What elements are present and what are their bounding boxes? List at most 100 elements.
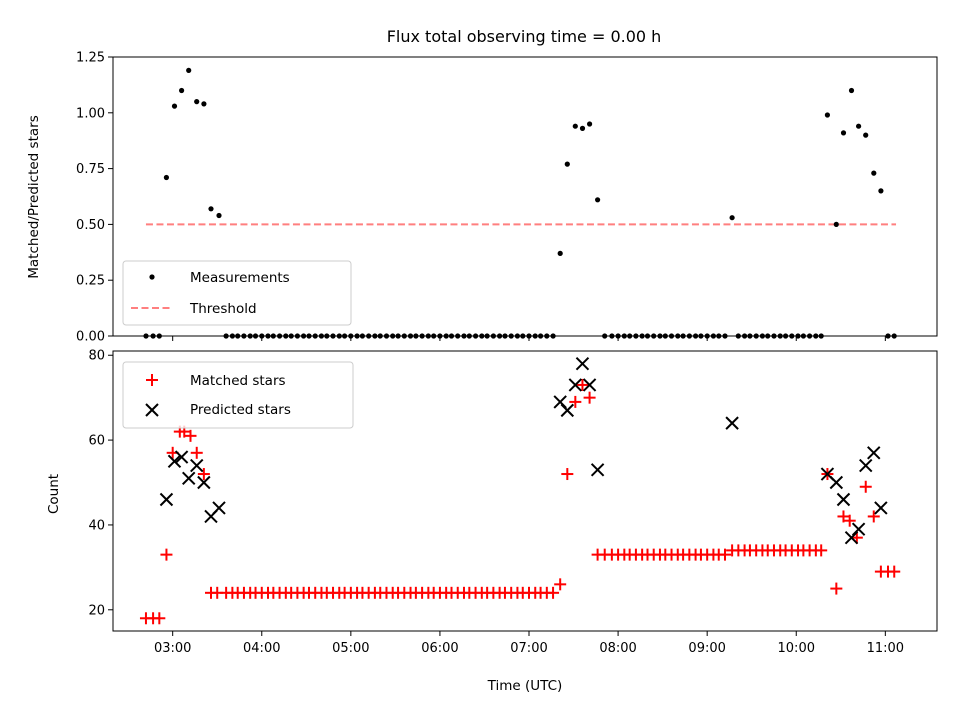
y-tick-label: 0.50	[76, 218, 105, 233]
measurement-point	[871, 170, 877, 176]
chart-title: Flux total observing time = 0.00 h	[387, 27, 662, 46]
measurement-point	[878, 188, 884, 194]
measurement-point	[595, 197, 601, 203]
x-tick-label: 04:00	[243, 641, 280, 656]
matched-star-point	[576, 378, 589, 391]
bottom-y-ticks: 20 40 60 80	[88, 349, 113, 618]
measurement-point	[824, 112, 831, 118]
matched-star-point	[160, 548, 173, 561]
top-legend: Measurements Threshold	[122, 260, 352, 326]
predicted-star-point	[582, 378, 597, 392]
predicted-star-point	[167, 454, 182, 469]
legend-predicted-marker	[145, 403, 159, 417]
y-tick-label: 80	[88, 349, 105, 364]
matched-star-point	[190, 446, 203, 459]
measurement-point	[564, 161, 570, 167]
matched-star-point	[184, 429, 197, 442]
y-tick-label: 0.00	[76, 330, 105, 345]
y-tick-label: 1.25	[76, 51, 105, 66]
y-tick-label: 0.75	[76, 162, 105, 177]
matched-star-point	[859, 480, 872, 493]
measurement-point	[579, 125, 586, 131]
y-tick-label: 60	[88, 434, 105, 449]
predicted-star-point	[159, 492, 174, 507]
matched-star-point	[718, 548, 731, 561]
predicted-star-point	[197, 475, 211, 490]
y-tick-label: 0.25	[76, 274, 105, 289]
matched-star-point	[561, 468, 574, 481]
x-tick-label: 03:00	[154, 641, 191, 656]
bottom-axes-frame	[112, 350, 938, 632]
x-tick-label: 07:00	[510, 641, 547, 656]
predicted-star-point	[859, 458, 873, 473]
x-tick-label: 05:00	[332, 641, 369, 656]
measurement-point	[201, 101, 207, 107]
bottom-plot-marks	[139, 357, 901, 625]
predicted-star-point	[182, 471, 196, 485]
top-x-ticks	[172, 336, 886, 341]
matched-star-point	[815, 544, 828, 557]
legend-matched-marker	[146, 374, 158, 386]
measurement-point	[186, 67, 192, 73]
top-plot-marks	[143, 67, 897, 339]
matched-star-point	[888, 565, 901, 578]
legend-predicted-label: Predicted stars	[190, 402, 291, 418]
bottom-legend: Matched stars Predicted stars	[122, 361, 354, 429]
legend-measurements-marker	[149, 274, 155, 280]
predicted-star-point	[590, 463, 605, 477]
measurement-point	[587, 121, 593, 127]
bottom-legend-box	[122, 361, 354, 429]
matched-star-point	[554, 578, 567, 591]
top-panel: 0.00 0.25 0.50 0.75 1.00 1.25 Matched/Predict…	[26, 51, 938, 345]
predicted-star-point	[867, 446, 881, 460]
x-tick-label: 11:00	[867, 641, 904, 656]
predicted-star-point	[190, 458, 204, 473]
x-tick-label: 10:00	[778, 641, 815, 656]
x-axis-label: Time (UTC)	[487, 678, 563, 694]
measurement-point	[729, 215, 735, 221]
predicted-star-point	[560, 403, 575, 418]
predicted-star-point	[212, 501, 226, 515]
x-tick-label: 09:00	[688, 641, 725, 656]
bottom-x-ticks: 03:00 04:00 05:00 06:00 07:00 08:00 09:00 10:00…	[154, 631, 904, 656]
measurement-point	[557, 250, 563, 256]
measurement-point	[848, 87, 855, 94]
predicted-star-point	[874, 501, 888, 515]
matched-star-point	[843, 514, 856, 527]
matched-star-point	[837, 510, 850, 523]
measurement-point	[216, 212, 222, 219]
y-tick-label: 20	[88, 603, 105, 618]
predicted-star-point	[851, 522, 866, 536]
y-tick-label: 40	[88, 518, 105, 533]
predicted-star-point	[725, 416, 739, 430]
measurement-point	[856, 123, 862, 129]
measurement-point	[194, 99, 200, 105]
measurement-point	[833, 221, 839, 227]
measurement-point	[572, 123, 578, 129]
matched-star-point	[547, 586, 560, 599]
matched-star-point	[569, 395, 582, 408]
measurement-point	[208, 206, 214, 212]
matched-star-point	[867, 510, 880, 523]
matched-star-point	[583, 391, 596, 404]
measurement-point	[171, 103, 178, 109]
top-legend-box	[122, 260, 352, 326]
matched-star-point	[830, 582, 843, 595]
predicted-star-point	[174, 450, 189, 464]
predicted-star-point	[568, 378, 583, 392]
x-tick-label: 08:00	[599, 641, 636, 656]
top-axes-frame	[112, 56, 938, 337]
predicted-star-point	[836, 492, 851, 507]
measurement-point	[163, 174, 169, 181]
predicted-star-point	[575, 357, 590, 371]
legend-threshold-label: Threshold	[189, 301, 257, 317]
matched-star-point	[153, 612, 166, 625]
legend-measurements-label: Measurements	[190, 270, 290, 286]
predicted-star-point	[829, 475, 844, 490]
legend-matched-label: Matched stars	[190, 373, 286, 389]
measurement-point	[863, 132, 869, 138]
measurement-point	[840, 130, 847, 136]
y-tick-label: 1.00	[76, 106, 105, 121]
